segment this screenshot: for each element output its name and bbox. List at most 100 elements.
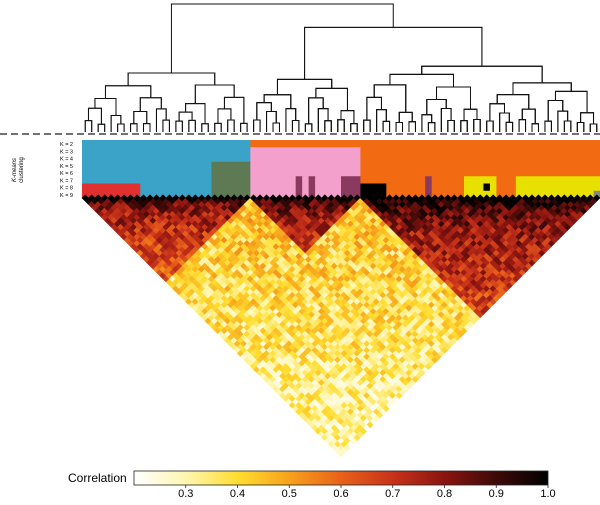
- heatmap-cell: [373, 291, 381, 299]
- heatmap-cell: [288, 291, 297, 299]
- dendrogram-branch: [489, 103, 505, 121]
- dendrogram-branch: [253, 119, 261, 132]
- heatmap-cell: [243, 323, 251, 332]
- colorbar-tick-label: 1.0: [540, 488, 555, 500]
- heatmap-cell: [321, 213, 329, 222]
- heatmap-cell: [123, 230, 131, 238]
- kmeans-cluster-block: [211, 161, 251, 170]
- dendrogram-branch: [178, 111, 193, 122]
- heatmap-cell: [337, 450, 345, 458]
- heatmap-cell: [259, 372, 267, 380]
- heatmap-cell: [450, 291, 458, 299]
- heatmap-cell: [483, 246, 491, 254]
- heatmap-cell: [305, 230, 313, 238]
- dendrogram-branch: [563, 120, 572, 132]
- heatmap-cell: [233, 307, 241, 315]
- heatmap-cell: [201, 197, 209, 205]
- heatmap-cell: [256, 213, 264, 222]
- kmeans-row-label: K = 3: [60, 149, 73, 155]
- dendrogram-branch: [363, 119, 371, 132]
- kmeans-cluster-block: [302, 183, 310, 192]
- heatmap-cell: [434, 242, 442, 251]
- heatmap-cell: [321, 388, 329, 396]
- heatmap-cell: [217, 194, 225, 202]
- dendrogram-branch: [263, 94, 292, 109]
- heatmap-cell: [402, 217, 410, 225]
- heatmap-cell: [499, 242, 507, 251]
- dendrogram-branch: [440, 107, 452, 132]
- heatmap-cell: [353, 220, 361, 228]
- heatmap-cell: [353, 200, 361, 209]
- kmeans-cluster-block: [315, 183, 342, 192]
- heatmap-cell: [586, 200, 594, 209]
- dendrogram-branch: [463, 108, 478, 121]
- heatmap-cell: [259, 307, 267, 315]
- heatmap-cell: [515, 259, 523, 267]
- heatmap-cell: [107, 213, 115, 222]
- dendrogram-branch: [324, 120, 332, 132]
- heatmap-cell: [385, 200, 394, 209]
- heatmap-cell: [146, 259, 154, 267]
- heatmap-cell: [272, 223, 280, 231]
- heatmap-cell: [120, 194, 128, 202]
- heatmap-cell: [220, 275, 229, 283]
- heatmap-cell: [136, 223, 144, 231]
- heatmap-cell: [483, 207, 491, 215]
- heatmap-cell: [117, 230, 125, 238]
- heatmap-cell: [450, 226, 458, 234]
- dendrogram-branch: [554, 90, 588, 113]
- heatmap-cell: [101, 200, 109, 209]
- heatmap-cell: [104, 204, 112, 212]
- heatmap-cell: [178, 291, 186, 299]
- kmeans-axis-label-line1: K-means: [12, 158, 18, 182]
- heatmap-cell: [123, 210, 131, 218]
- kmeans-row-labels: K = 2K = 3 K = 4K = 5K = 6K = 7 K = 8K = 9: [60, 142, 73, 199]
- heatmap-cell: [194, 275, 203, 283]
- kmeans-row-label: K = 5: [60, 164, 73, 170]
- dendrogram-branch: [521, 108, 536, 124]
- heatmap-cell: [243, 356, 251, 364]
- kmeans-cluster-rows: [82, 140, 600, 199]
- heatmap-cell: [88, 200, 96, 209]
- heatmap-cell: [217, 220, 225, 228]
- heatmap-cell: [123, 236, 131, 244]
- heatmap-cell: [353, 239, 361, 247]
- dendrogram-branch: [463, 108, 478, 121]
- kmeans-cluster-block: [211, 169, 251, 177]
- dendrogram-branch: [227, 119, 235, 132]
- heatmap-cell: [288, 226, 297, 234]
- heatmap-cell: [434, 223, 442, 231]
- heatmap-cell: [191, 291, 199, 299]
- dendrogram-branch: [155, 108, 167, 132]
- colorbar-tick-label: 0.6: [333, 488, 348, 500]
- dendrogram-branch: [473, 119, 481, 132]
- dendrogram-branch: [576, 122, 585, 132]
- heatmap-cell: [369, 275, 377, 283]
- heatmap-cell: [272, 210, 280, 218]
- colorbar: Correlation 0.3 0.4 0.5 0.6 0.7 0.8 0.9 1.0: [68, 470, 556, 500]
- heatmap-cell: [256, 259, 264, 267]
- heatmap-cell: [418, 323, 426, 332]
- heatmap-cell: [538, 249, 546, 257]
- heatmap-cell: [159, 259, 167, 267]
- dendrogram-branch: [227, 119, 235, 132]
- heatmap-cell: [499, 230, 507, 238]
- kmeans-cluster-block: [515, 176, 600, 184]
- dendrogram-branch: [589, 123, 598, 132]
- heatmap-cell: [256, 323, 264, 332]
- kmeans-cluster-block: [82, 183, 141, 192]
- kmeans-cluster-block: [250, 183, 297, 192]
- dendrogram-branch: [291, 120, 300, 132]
- heatmap-cell: [421, 275, 429, 283]
- heatmap-cell: [233, 197, 241, 205]
- heatmap-cell: [373, 259, 381, 267]
- heatmap-cell: [188, 217, 196, 225]
- heatmap-cell: [337, 275, 345, 283]
- heatmap-cell: [418, 220, 426, 228]
- dendrogram-branch: [276, 78, 333, 95]
- heatmap-cell: [450, 246, 458, 254]
- heatmap-cell: [172, 200, 180, 209]
- dendrogram-branch: [427, 122, 436, 132]
- heatmap-cell: [324, 404, 332, 413]
- heatmap-cell: [169, 217, 177, 225]
